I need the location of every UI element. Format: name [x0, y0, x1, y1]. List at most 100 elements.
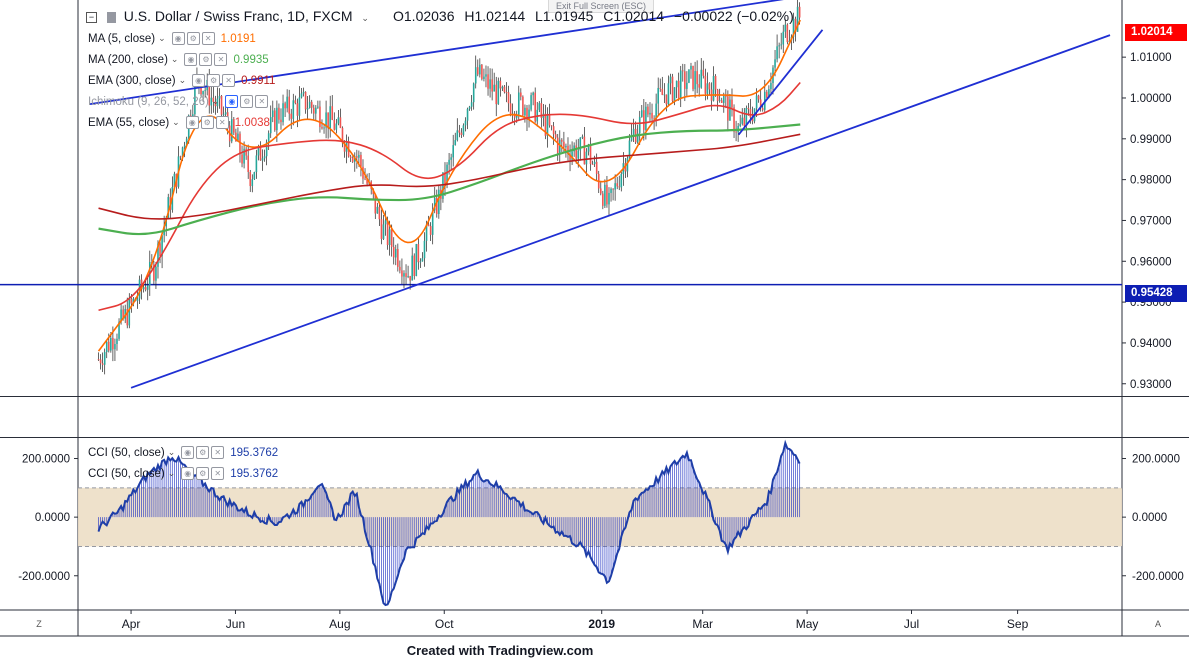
candle-body: [718, 100, 721, 102]
visibility-icon[interactable]: ◉: [181, 446, 195, 459]
chevron-down-icon[interactable]: ⌄: [172, 117, 180, 127]
cci-tick-label-right: -200.0000: [1132, 571, 1184, 583]
candle-body: [247, 155, 249, 172]
close-icon[interactable]: ✕: [222, 74, 236, 87]
gear-icon[interactable]: ⚙: [199, 53, 213, 66]
chevron-down-icon[interactable]: ⌄: [167, 447, 176, 457]
close-icon[interactable]: ✕: [211, 467, 225, 480]
gear-icon[interactable]: ⚙: [196, 446, 210, 459]
time-tick-label: Mar: [692, 617, 713, 631]
candle-body: [243, 148, 245, 164]
price-tick-label: 0.98000: [1130, 175, 1172, 187]
candle-body: [649, 112, 651, 115]
indicator-label: EMA (55, close): [88, 116, 170, 129]
candle-body: [640, 110, 643, 117]
visibility-icon[interactable]: ◉: [185, 116, 199, 129]
visibility-icon[interactable]: ◉: [171, 32, 185, 45]
symbol-name: U.S. Dollar / Swiss Franc, 1D, FXCM: [123, 8, 353, 24]
candle-body: [472, 83, 475, 103]
candle-body: [202, 91, 204, 95]
zoom-reset-button[interactable]: Z: [36, 619, 42, 629]
exit-fullscreen-button[interactable]: Exit Full Screen (ESC): [548, 0, 654, 13]
candle-body: [616, 183, 618, 187]
flag-icon: [106, 11, 116, 23]
candle-body: [653, 118, 655, 120]
legend-ma5[interactable]: MA (5, close) ⌄ ◉ ⚙ ✕ 1.0191: [88, 32, 256, 45]
auto-scale-button[interactable]: A: [1154, 619, 1161, 629]
candle-body: [394, 249, 397, 258]
candle-body: [378, 206, 381, 220]
candle-body: [720, 100, 723, 103]
candle-body: [300, 93, 303, 98]
candle-body: [704, 75, 707, 94]
candle-body: [146, 285, 149, 290]
candle-body: [714, 76, 717, 90]
candle-body: [267, 133, 270, 143]
candle-body: [290, 113, 293, 119]
candle-body: [454, 140, 457, 146]
legend-ema300[interactable]: EMA (300, close) ⌄ ◉ ⚙ ✕ 0.9911: [88, 74, 275, 87]
candle-body: [460, 132, 463, 135]
candle-body: [657, 87, 659, 104]
high-value: H1.02144: [464, 8, 526, 24]
chevron-down-icon[interactable]: ⌄: [178, 75, 187, 85]
gear-icon[interactable]: ⚙: [186, 32, 200, 45]
visibility-icon[interactable]: ◉: [192, 74, 206, 87]
chevron-down-icon[interactable]: ⌄: [170, 54, 179, 64]
candle-body: [161, 235, 163, 257]
visibility-icon[interactable]: ◉: [184, 53, 198, 66]
candle-body: [425, 224, 428, 241]
legend-cci-2[interactable]: CCI (50, close) ⌄ ◉ ⚙ ✕ 195.3762: [88, 467, 278, 480]
gear-icon[interactable]: ⚙: [240, 95, 254, 108]
legend-ichimoku[interactable]: Ichimoku (9, 26, 52, 26) ⌄ ◉ ⚙ ✕: [88, 95, 269, 108]
close-icon[interactable]: ✕: [201, 32, 215, 45]
chevron-down-icon[interactable]: ⌄: [361, 13, 369, 23]
time-tick-label: 2019: [588, 617, 615, 631]
indicator-label: MA (200, close): [88, 53, 168, 66]
visibility-icon[interactable]: ◉: [225, 95, 239, 108]
candle-body: [632, 128, 635, 135]
candle-body: [341, 127, 344, 144]
price-tick-label: 0.97000: [1130, 215, 1172, 227]
close-icon[interactable]: ✕: [255, 95, 269, 108]
indicator-value: 0.9911: [241, 74, 276, 87]
legend-ema55[interactable]: EMA (55, close) ⌄ ◉ ⚙ ✕ 1.0038: [88, 116, 270, 129]
gear-icon[interactable]: ⚙: [200, 116, 214, 129]
candle-body: [544, 113, 547, 136]
symbol-title[interactable]: − U.S. Dollar / Swiss Franc, 1D, FXCM ⌄: [86, 8, 371, 24]
candle-body: [245, 148, 247, 156]
candle-body: [515, 114, 518, 118]
candle-body: [624, 163, 627, 172]
candle-body: [132, 298, 135, 304]
trendline: [737, 29, 824, 136]
candle-body: [645, 106, 647, 130]
candle-body: [759, 99, 762, 109]
close-icon[interactable]: ✕: [215, 116, 229, 129]
legend-ma200[interactable]: MA (200, close) ⌄ ◉ ⚙ ✕ 0.9935: [88, 53, 269, 66]
candle-body: [540, 103, 543, 118]
candle-body: [185, 138, 188, 146]
legend-cci-1[interactable]: CCI (50, close) ⌄ ◉ ⚙ ✕ 195.3762: [88, 446, 278, 459]
close-icon[interactable]: ✕: [214, 53, 228, 66]
candle-body: [530, 95, 532, 110]
candle-body: [265, 142, 268, 157]
candle-body: [388, 229, 391, 246]
gear-icon[interactable]: ⚙: [196, 467, 210, 480]
candle-body: [729, 99, 731, 121]
close-icon[interactable]: ✕: [211, 446, 225, 459]
chevron-down-icon[interactable]: ⌄: [211, 96, 220, 106]
candle-body: [325, 112, 327, 128]
gear-icon[interactable]: ⚙: [207, 74, 221, 87]
candle-body: [563, 141, 565, 148]
chevron-down-icon[interactable]: ⌄: [167, 468, 176, 478]
indicator-label: CCI (50, close): [88, 446, 165, 459]
cci-band: [78, 487, 1122, 547]
candle-body: [599, 188, 602, 194]
candle-body: [620, 174, 623, 188]
candle-body: [415, 244, 418, 276]
candle-body: [386, 220, 389, 246]
chevron-down-icon[interactable]: ⌄: [158, 33, 166, 43]
collapse-icon[interactable]: −: [86, 11, 97, 23]
candle-body: [474, 67, 477, 84]
visibility-icon[interactable]: ◉: [181, 467, 195, 480]
